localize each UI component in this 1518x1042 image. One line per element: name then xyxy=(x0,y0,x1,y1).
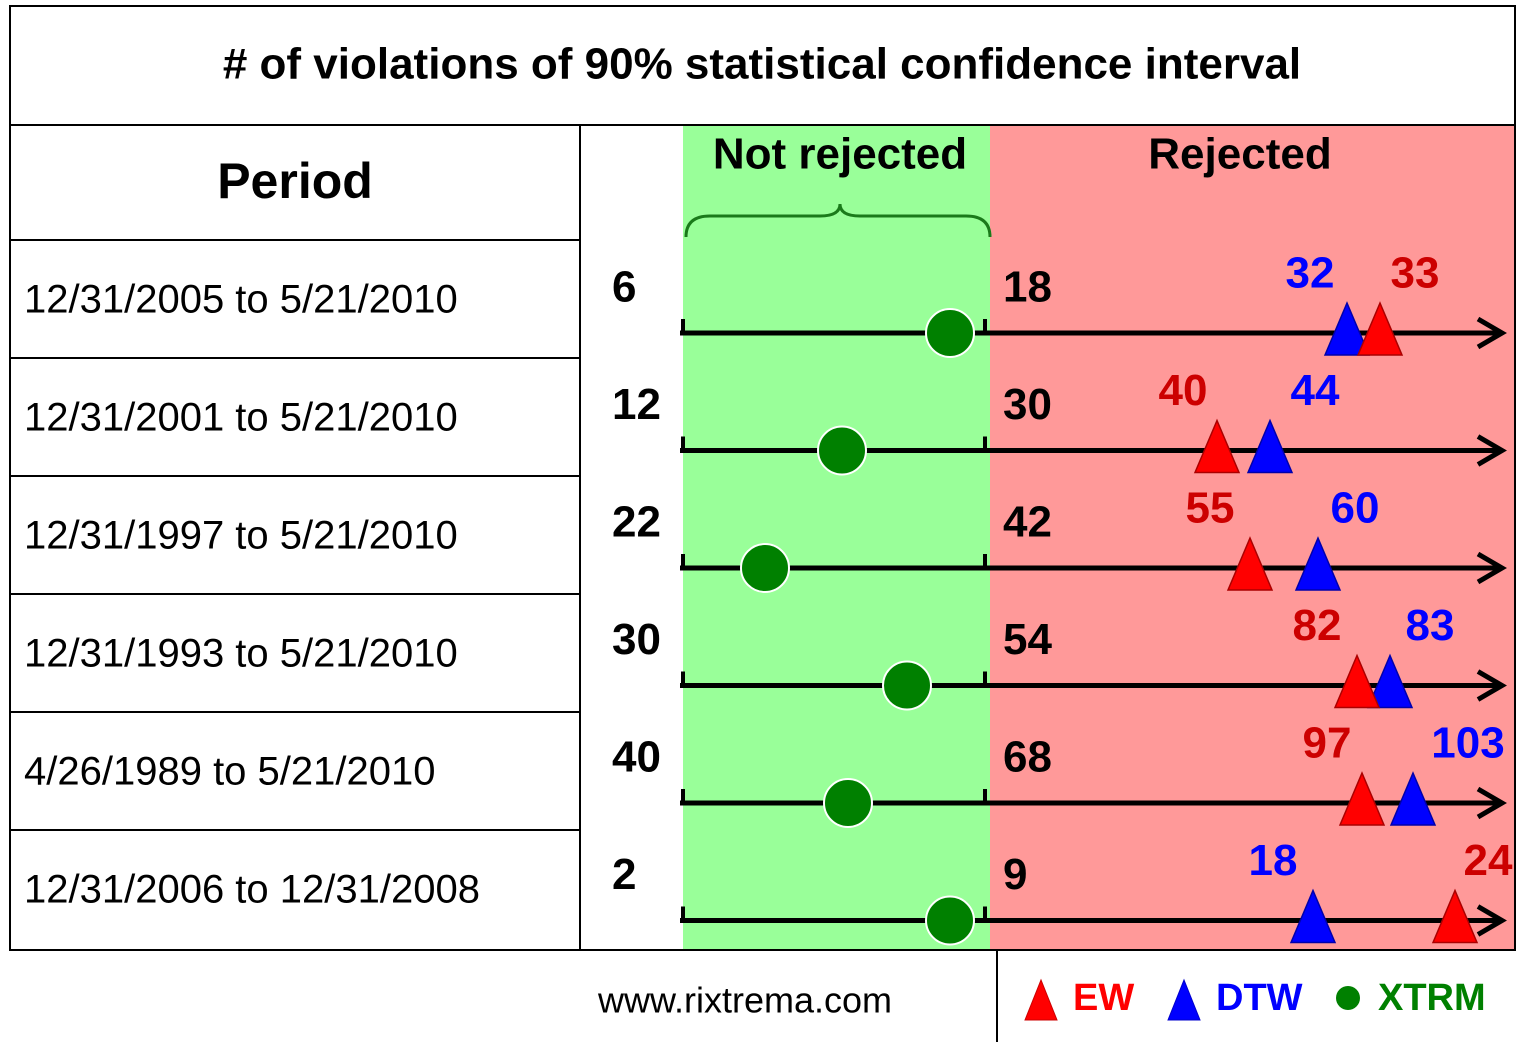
xtrm-marker xyxy=(740,543,790,593)
footer: www.rixtrema.com xyxy=(597,980,892,1021)
arrow-head xyxy=(1476,786,1507,820)
legend-dtw: DTW xyxy=(1216,977,1303,1019)
ew-label: 33 xyxy=(1391,249,1440,298)
period: 4/26/1989 to 5/21/2010 xyxy=(24,750,435,794)
dtw-label: 44 xyxy=(1291,366,1340,415)
lower-bound: 12 xyxy=(612,380,661,429)
triangle-marker xyxy=(1338,771,1386,826)
dtw-label: 83 xyxy=(1406,601,1455,650)
upper-bound: 9 xyxy=(1003,850,1027,899)
dtw-label: 60 xyxy=(1331,484,1380,533)
upper-bound: 18 xyxy=(1003,263,1052,312)
ew-label: 40 xyxy=(1159,366,1208,415)
triangle-marker xyxy=(1226,536,1274,591)
xtrm-marker xyxy=(882,660,932,711)
frame xyxy=(9,5,1516,951)
period: 12/31/2005 to 5/21/2010 xyxy=(24,278,458,322)
triangle-marker xyxy=(1289,888,1337,944)
upper-bound: 30 xyxy=(1003,380,1052,429)
triangle-marker xyxy=(1294,536,1342,591)
arrow-head xyxy=(1476,316,1507,350)
ew-label: 24 xyxy=(1464,836,1513,885)
xtrm-marker xyxy=(823,778,873,828)
xtrm-marker xyxy=(925,895,975,946)
lower-bound: 30 xyxy=(612,615,661,664)
legend-ew: EW xyxy=(1073,977,1134,1019)
period: 12/31/2006 to 12/31/2008 xyxy=(24,868,480,912)
lower-bound: 22 xyxy=(612,498,661,547)
legend-ew-icon xyxy=(1024,978,1058,1021)
triangle-marker xyxy=(1193,418,1241,474)
dtw-label: 32 xyxy=(1286,249,1335,298)
arrow-head xyxy=(1476,551,1507,585)
upper-bound: 54 xyxy=(1003,615,1052,664)
legend-dtw-icon xyxy=(1167,978,1201,1021)
period: 12/31/1997 to 5/21/2010 xyxy=(24,514,458,558)
brace xyxy=(684,203,992,238)
title: # of violations of 90% statistical confi… xyxy=(223,40,1301,89)
ew-label: 82 xyxy=(1293,601,1342,650)
triangle-marker xyxy=(1246,418,1294,474)
triangle-marker xyxy=(1333,653,1381,709)
not-rejected-zone xyxy=(683,125,990,950)
dtw-label: 18 xyxy=(1249,836,1298,885)
xtrm-marker xyxy=(817,425,867,476)
lower-bound: 6 xyxy=(612,263,636,312)
period: 12/31/2001 to 5/21/2010 xyxy=(24,396,458,440)
arrow-head xyxy=(1476,904,1507,937)
arrow-head xyxy=(1476,669,1507,702)
triangle-marker xyxy=(1323,301,1371,356)
dtw-label: 103 xyxy=(1431,719,1504,768)
lower-bound: 40 xyxy=(612,733,661,782)
ew-label: 55 xyxy=(1186,484,1235,533)
legend-xtrm-icon xyxy=(1336,986,1360,1010)
upper-bound: 68 xyxy=(1003,733,1052,782)
triangle-marker xyxy=(1356,301,1404,356)
period-header: Period xyxy=(217,153,373,209)
rejected-header: Rejected xyxy=(1148,130,1331,179)
lower-bound: 2 xyxy=(612,850,636,899)
period: 12/31/1993 to 5/21/2010 xyxy=(24,632,458,676)
xtrm-marker xyxy=(925,308,975,358)
not-rejected-header: Not rejected xyxy=(713,130,967,179)
triangle-marker xyxy=(1366,653,1414,709)
triangle-marker xyxy=(1389,771,1437,826)
legend-xtrm: XTRM xyxy=(1378,977,1486,1019)
upper-bound: 42 xyxy=(1003,498,1052,547)
triangle-marker xyxy=(1431,888,1479,944)
arrow-head xyxy=(1476,434,1507,467)
ew-label: 97 xyxy=(1303,719,1352,768)
